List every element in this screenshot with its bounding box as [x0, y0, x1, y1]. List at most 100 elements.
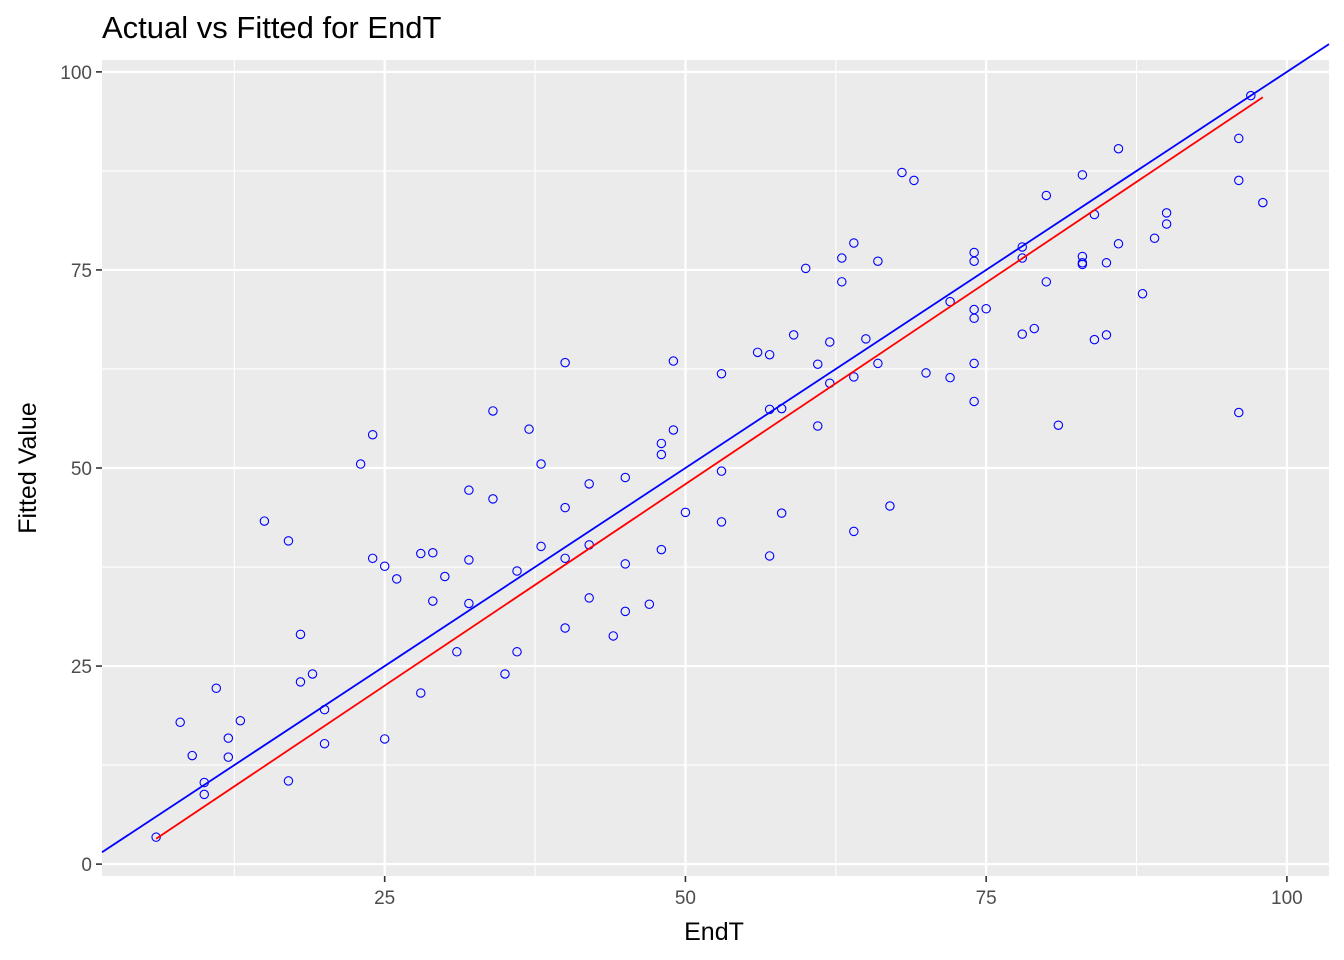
identity-line — [101, 43, 1330, 853]
data-point — [1101, 258, 1112, 268]
data-point — [837, 253, 847, 263]
data-point — [716, 466, 727, 476]
data-point — [849, 372, 859, 382]
data-point — [909, 175, 919, 186]
data-point — [849, 238, 859, 248]
data-point — [1149, 233, 1160, 244]
data-point — [752, 347, 763, 358]
data-point — [367, 429, 378, 440]
x-axis-label: EndT — [684, 918, 744, 946]
data-point — [812, 421, 823, 431]
data-point — [1053, 420, 1064, 430]
data-point — [788, 330, 799, 340]
y-tick-label: 75 — [71, 261, 92, 282]
data-point — [1017, 253, 1027, 263]
data-point — [464, 555, 474, 565]
grid-major — [102, 60, 1329, 876]
data-point — [969, 396, 979, 407]
y-tick-label: 100 — [60, 63, 92, 84]
data-point — [764, 349, 775, 360]
data-point — [355, 459, 366, 469]
data-point — [1017, 242, 1027, 252]
data-point — [223, 752, 234, 762]
data-point — [1101, 330, 1112, 340]
data-point — [560, 623, 570, 633]
y-axis-label: Fitted Value — [14, 402, 42, 534]
data-point — [259, 516, 270, 526]
data-point — [319, 738, 330, 749]
data-point — [235, 715, 246, 726]
data-point — [861, 334, 871, 344]
data-point — [367, 553, 378, 564]
data-point — [644, 599, 655, 610]
data-point — [536, 541, 546, 552]
data-point — [969, 358, 979, 369]
data-point — [391, 574, 402, 584]
data-point — [873, 358, 883, 369]
data-point — [800, 263, 811, 274]
y-tick-label: 25 — [71, 657, 92, 678]
data-point — [560, 553, 570, 564]
data-point — [512, 647, 522, 657]
data-point — [464, 485, 474, 495]
data-point — [1113, 239, 1124, 249]
data-point — [187, 750, 197, 761]
data-point — [536, 459, 546, 469]
data-point — [620, 559, 631, 569]
data-point — [440, 571, 450, 582]
data-point — [560, 357, 570, 368]
data-point — [608, 631, 618, 641]
y-tick-label: 0 — [81, 855, 92, 876]
data-point — [488, 494, 498, 504]
x-tick-label: 75 — [976, 888, 997, 909]
data-points — [151, 90, 1268, 842]
data-point — [1029, 323, 1040, 334]
data-point — [1234, 133, 1244, 144]
data-point — [1234, 407, 1244, 418]
data-point — [945, 372, 955, 383]
data-point — [897, 167, 907, 178]
data-point — [416, 548, 426, 559]
data-point — [488, 406, 498, 416]
data-point — [716, 368, 727, 379]
x-tick-label: 50 — [675, 888, 696, 909]
data-point — [560, 502, 570, 513]
data-point — [512, 566, 522, 576]
y-axis-ticks: 0 25 50 75 100 — [60, 63, 102, 876]
data-point — [656, 449, 667, 460]
data-point — [716, 517, 727, 527]
data-point — [1041, 277, 1052, 287]
data-point — [379, 561, 390, 571]
data-point — [1017, 329, 1027, 339]
y-tick-label: 50 — [71, 459, 92, 480]
data-point — [1041, 190, 1052, 201]
data-point — [849, 526, 859, 537]
data-point — [776, 508, 787, 518]
data-point — [921, 368, 931, 378]
data-point — [837, 277, 847, 287]
data-point — [524, 424, 534, 434]
data-point — [1113, 143, 1124, 154]
data-point — [885, 501, 895, 511]
data-point — [656, 438, 667, 449]
data-point — [283, 536, 294, 546]
data-point — [1161, 208, 1172, 218]
data-point — [584, 479, 594, 489]
data-point — [464, 598, 474, 609]
data-point — [981, 304, 991, 314]
data-point — [151, 832, 161, 842]
chart-title: Actual vs Fitted for EndT — [102, 10, 442, 45]
data-point — [1234, 175, 1244, 186]
data-point — [223, 733, 234, 743]
fit-line — [155, 96, 1264, 840]
data-point — [416, 688, 426, 698]
data-point — [969, 313, 979, 324]
x-tick-label: 25 — [374, 888, 395, 909]
data-point — [620, 472, 631, 483]
data-point — [307, 669, 318, 679]
data-point — [1246, 90, 1256, 101]
data-point — [1161, 219, 1172, 229]
data-point — [656, 544, 667, 555]
data-point — [295, 677, 306, 687]
